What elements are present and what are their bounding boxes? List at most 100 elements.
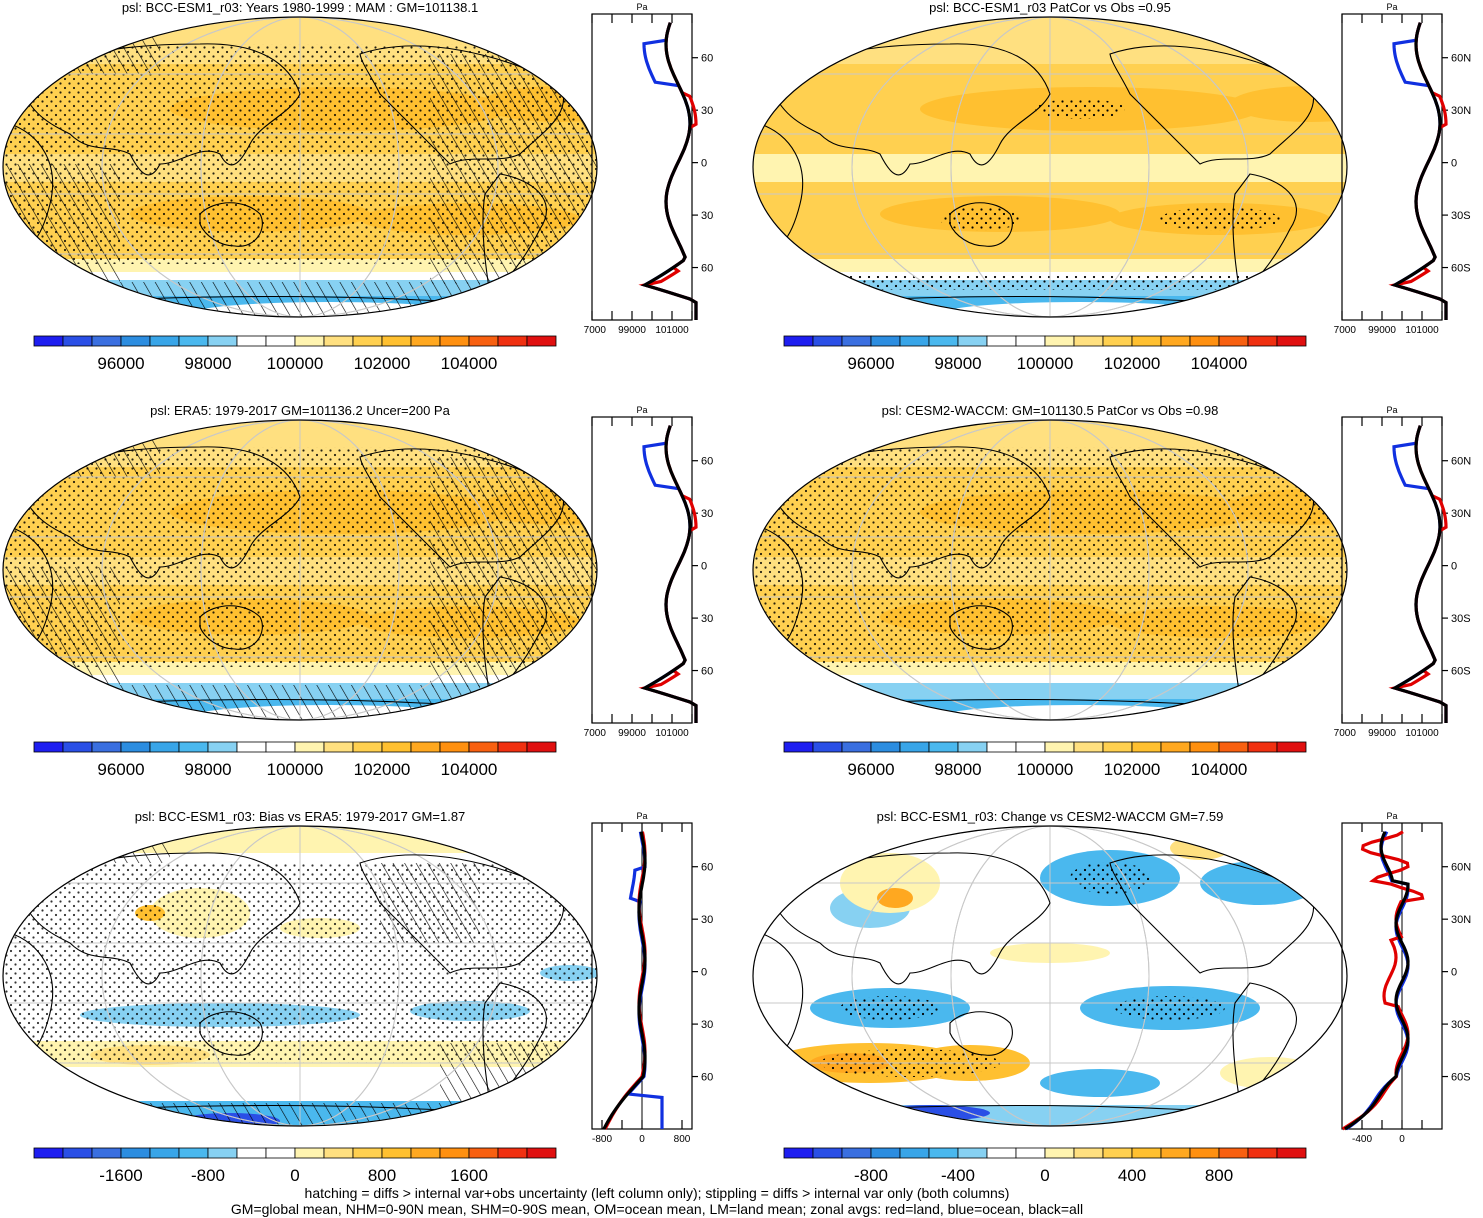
colorbar-swatch <box>178 741 209 753</box>
map-outline <box>752 825 1348 1127</box>
colorbar-swatch <box>352 1147 383 1159</box>
colorbar-swatch <box>439 741 470 753</box>
zonal-plot-3: Pa 97000 99000 101000 60N 30N 0 30S 60S <box>584 405 714 739</box>
hatching <box>30 826 170 863</box>
colorbar-swatch <box>294 741 325 753</box>
panel-title-4: psl: CESM2-WACCM: GM=101130.5 PatCor vs … <box>881 403 1219 418</box>
zonal-lat-label: 0 <box>1451 561 1457 573</box>
map-3 <box>2 419 598 721</box>
colorbar-swatch <box>236 741 267 753</box>
colorbar-swatch <box>149 741 180 753</box>
colorbar-swatch <box>207 335 238 347</box>
zonal-lat-label: 0 <box>701 561 707 573</box>
colorbar-swatch <box>957 741 988 753</box>
colorbar-swatch <box>236 335 267 347</box>
map-outline <box>2 419 598 721</box>
graticule <box>753 420 1347 720</box>
colorbar-swatch <box>468 335 499 347</box>
colorbar-swatch <box>236 1147 267 1159</box>
colorbar-swatch <box>410 1147 441 1159</box>
zonal-x-label: 0 <box>1399 1134 1405 1145</box>
graticule <box>3 826 597 1126</box>
colorbar-swatch <box>1131 335 1162 347</box>
zonal-x-label: 97000 <box>1334 728 1356 739</box>
colorbar-swatch <box>120 741 151 753</box>
colorbar-label: 400 <box>1118 1166 1146 1185</box>
panel-title-2: psl: BCC-ESM1_r03 PatCor vs Obs =0.95 <box>929 0 1171 15</box>
colorbar-swatch <box>928 1147 959 1159</box>
colorbar-label: 102000 <box>1104 354 1161 373</box>
colorbar-swatch <box>381 741 412 753</box>
colorbar-label: 96000 <box>97 760 144 779</box>
colorbar-2: 96000 98000 100000 102000 104000 <box>783 335 1307 373</box>
colorbar-swatch <box>1015 335 1046 347</box>
zonal-plot-2: Pa 97000 99000 101000 60N 30N 0 30S 60S <box>1334 2 1471 336</box>
zonal-x-label: 99000 <box>1368 325 1396 336</box>
colorbar-swatch <box>439 335 470 347</box>
zonal-lat-label: 60N <box>1451 456 1471 468</box>
colorbar-swatch <box>33 741 64 753</box>
zonal-frame <box>591 13 693 321</box>
colorbar-4: 96000 98000 100000 102000 104000 <box>783 741 1307 779</box>
colorbar-swatch <box>1102 741 1133 753</box>
colorbar-swatch <box>265 335 296 347</box>
colorbar-swatch <box>91 741 122 753</box>
colorbar-swatch <box>352 335 383 347</box>
colorbar-label: 96000 <box>847 760 894 779</box>
zonal-x-label: 97000 <box>584 728 606 739</box>
colorbar-label: 800 <box>368 1166 396 1185</box>
colorbar-swatch <box>149 335 180 347</box>
zonal-lat-label: 30S <box>1451 1019 1471 1031</box>
colorbar-swatch <box>928 741 959 753</box>
colorbar-label: -800 <box>191 1166 225 1185</box>
zonal-lat-label: 30N <box>701 508 714 520</box>
map-6 <box>752 825 1348 1127</box>
zonal-x-label: -400 <box>1352 1134 1372 1145</box>
colorbar-swatch <box>1073 1147 1104 1159</box>
colorbar-swatch <box>986 335 1017 347</box>
colorbar-label: 104000 <box>441 760 498 779</box>
zonal-lat-label: 30S <box>1451 613 1471 625</box>
colorbar-swatch <box>323 741 354 753</box>
colorbar-swatch <box>1044 1147 1075 1159</box>
colorbar-swatch <box>870 1147 901 1159</box>
colorbar-swatch <box>1044 335 1075 347</box>
zonal-lat-label: 60N <box>701 53 714 65</box>
colorbar-swatch <box>1189 741 1220 753</box>
colorbar-swatch <box>526 741 557 753</box>
zonal-lat-label: 0 <box>1451 967 1457 979</box>
colorbar-swatch <box>1160 741 1191 753</box>
zonal-x-label: 800 <box>674 1134 691 1145</box>
graticule <box>3 420 597 720</box>
footer-line-1: hatching = diffs > internal var+obs unce… <box>304 1185 1010 1201</box>
zonal-plot-5: Pa -800 0 800 60N 30N 0 30S 60S <box>591 811 714 1145</box>
map-outline <box>752 16 1348 318</box>
zonal-frame <box>1341 822 1443 1130</box>
colorbar-swatch <box>1247 741 1278 753</box>
colorbar-swatch <box>1015 741 1046 753</box>
colorbar-swatch <box>207 741 238 753</box>
colorbar-label: 98000 <box>184 760 231 779</box>
map-5 <box>2 825 598 1127</box>
colorbar-label: 98000 <box>934 354 981 373</box>
zonal-x-label: 99000 <box>1368 728 1396 739</box>
footer-line-2: GM=global mean, NHM=0-90N mean, SHM=0-90… <box>230 1201 1084 1217</box>
zonal-series-all <box>640 425 698 723</box>
colorbar-label: 102000 <box>354 760 411 779</box>
zonal-unit: Pa <box>1386 405 1397 415</box>
colorbar-swatch <box>410 335 441 347</box>
zonal-series-land <box>1341 830 1425 1131</box>
colorbar-swatch <box>1247 335 1278 347</box>
colorbar-swatch <box>812 1147 843 1159</box>
colorbar-label: -1600 <box>99 1166 142 1185</box>
hatching <box>3 17 160 74</box>
stippling <box>1070 862 1150 894</box>
graticule <box>753 17 1347 317</box>
zonal-lat-label: 60S <box>701 1072 714 1084</box>
zonal-frame <box>1341 13 1443 321</box>
colorbar-swatch <box>323 1147 354 1159</box>
colorbar-swatch <box>1276 1147 1307 1159</box>
colorbar-label: 102000 <box>1104 760 1161 779</box>
colorbar-swatch <box>1131 741 1162 753</box>
map-outline <box>2 825 598 1127</box>
